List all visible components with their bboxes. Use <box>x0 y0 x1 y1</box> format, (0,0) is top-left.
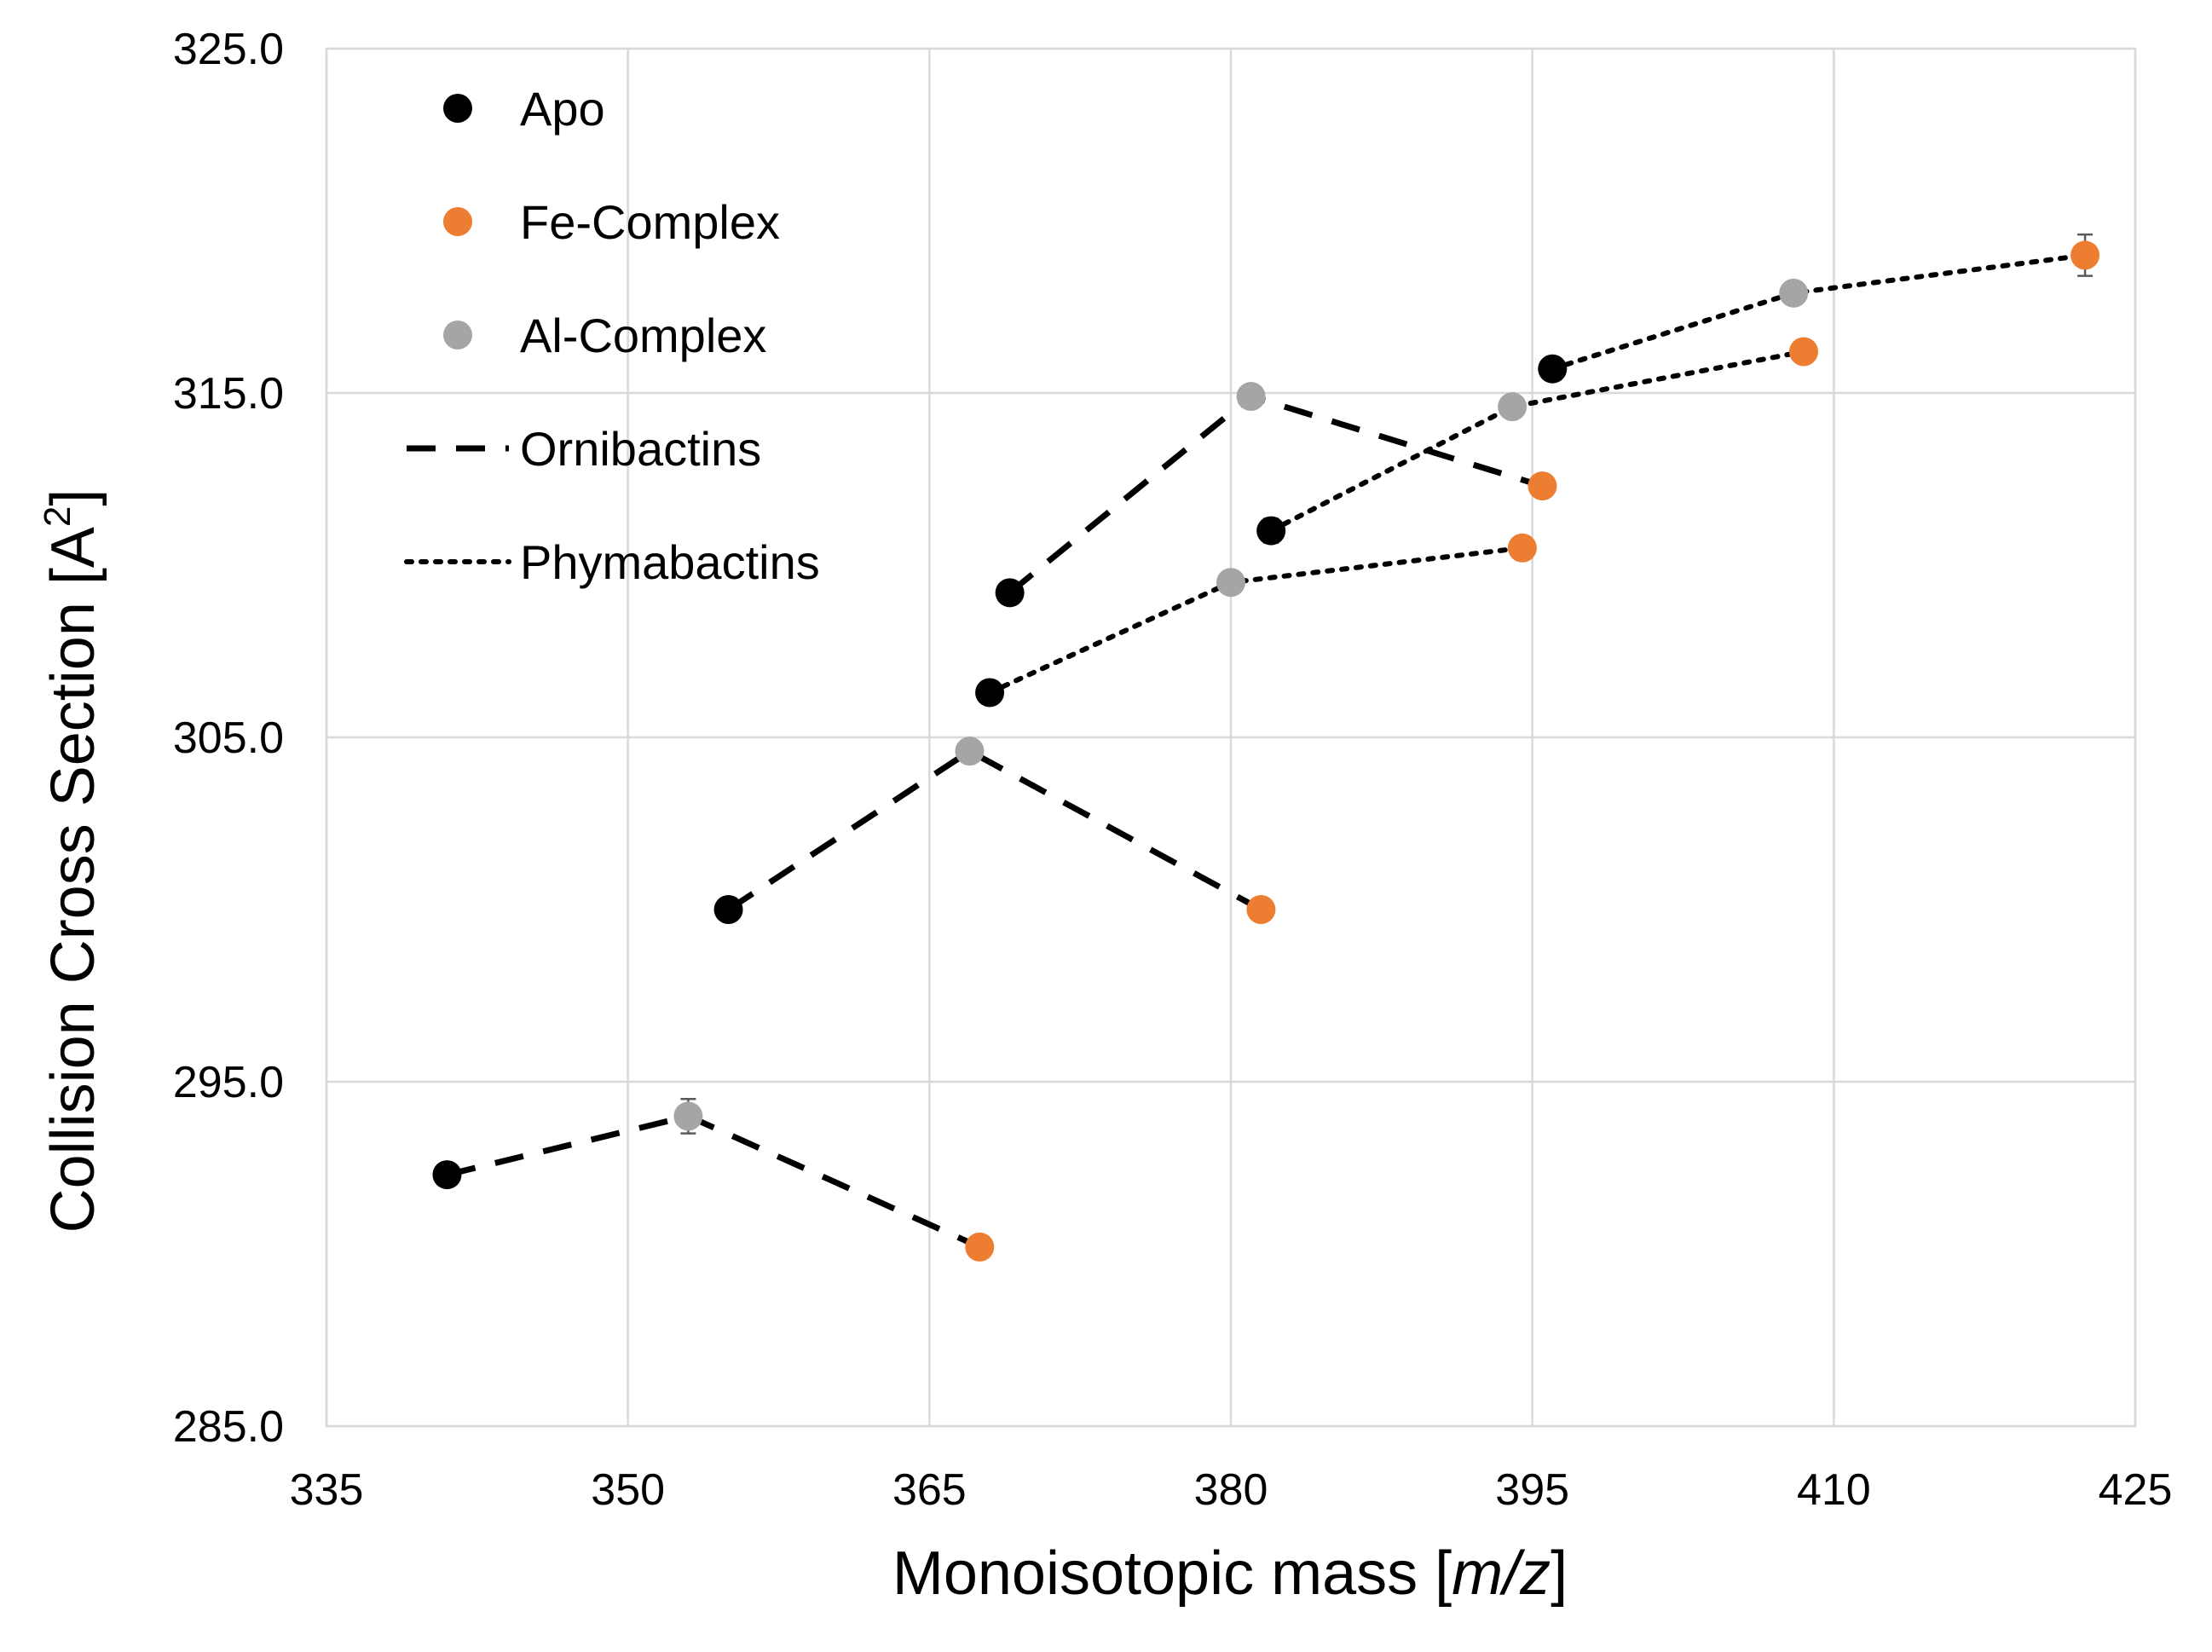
point-apo <box>995 578 1025 608</box>
error-bars <box>680 233 2094 1135</box>
point-fe-complex <box>1788 337 1818 367</box>
ornibactins-line <box>1008 393 1544 596</box>
x-tick-label: 335 <box>290 1465 364 1515</box>
point-al-complex <box>1236 382 1266 412</box>
tick-labels: 335 350 365 380 395 410 425 285.0 295.0 305.0 315.… <box>173 25 2173 1515</box>
point-fe-complex <box>2071 240 2100 270</box>
point-apo <box>432 1160 462 1190</box>
x-tick-label: 425 <box>2099 1465 2173 1515</box>
legend-marker-fe-complex <box>443 207 472 236</box>
y-tick-label: 295.0 <box>173 1058 284 1107</box>
phymabactins-line <box>987 545 1525 696</box>
point-al-complex <box>1216 568 1245 598</box>
grid-lines <box>325 47 2137 1428</box>
point-al-complex <box>955 736 985 766</box>
phymabactins-line <box>1550 252 2088 372</box>
y-tick-label: 315.0 <box>173 369 284 419</box>
legend: Apo Fe-Complex Al-Complex Ornibactins Phymab… <box>404 82 820 589</box>
y-tick-label: 325.0 <box>173 25 284 74</box>
x-tick-label: 395 <box>1495 1465 1569 1515</box>
point-fe-complex <box>965 1232 995 1262</box>
point-fe-complex <box>1528 471 1557 501</box>
point-apo <box>1256 516 1286 546</box>
legend-label-phymabactins: Phymabactins <box>520 535 820 589</box>
x-tick-label: 350 <box>591 1465 665 1515</box>
point-apo <box>1538 354 1568 384</box>
y-axis-title: Collision Cross Section [A2] <box>37 489 107 1233</box>
point-fe-complex <box>1507 533 1537 563</box>
x-axis-title: Monoisotopic mass [m/z] <box>892 1539 1568 1608</box>
x-tick-label: 380 <box>1194 1465 1268 1515</box>
point-al-complex <box>1779 278 1809 308</box>
point-fe-complex <box>1246 895 1276 924</box>
legend-label-ornibactins: Ornibactins <box>520 422 761 476</box>
x-tick-label: 410 <box>1797 1465 1871 1515</box>
legend-label-fe-complex: Fe-Complex <box>520 195 780 249</box>
point-apo <box>975 678 1005 708</box>
legend-label-al-complex: Al-Complex <box>520 309 766 362</box>
x-tick-label: 365 <box>892 1465 967 1515</box>
point-al-complex <box>1498 392 1528 422</box>
ornibactins-line <box>446 1112 981 1251</box>
y-tick-label: 305.0 <box>173 713 284 763</box>
legend-marker-apo <box>443 94 472 123</box>
data-points <box>432 240 2100 1262</box>
legend-marker-al-complex <box>443 321 472 349</box>
ornibactins-line <box>726 748 1263 913</box>
y-tick-label: 285.0 <box>173 1402 284 1452</box>
legend-label-apo: Apo <box>520 82 605 136</box>
phymabactins-line <box>1268 349 1806 534</box>
point-apo <box>713 895 743 924</box>
point-al-complex <box>673 1101 703 1131</box>
